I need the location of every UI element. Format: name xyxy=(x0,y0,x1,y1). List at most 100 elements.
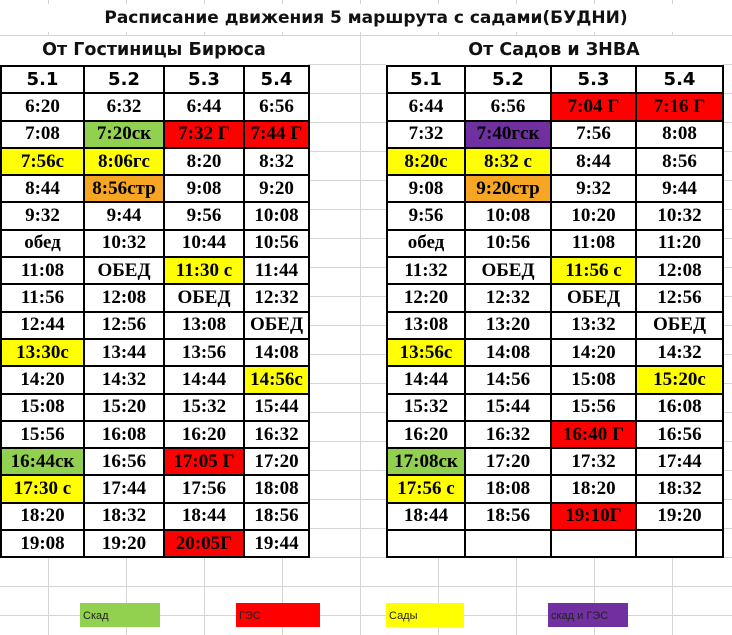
departure-time-cell: 7:32 Г xyxy=(163,119,245,149)
departure-time-cell: 16:32 xyxy=(464,419,552,450)
departure-time-cell: 7:04 Г xyxy=(550,92,637,122)
table-row: 11:56 12:08 ОБЕД 12:32 xyxy=(0,283,310,313)
departure-time-cell: 8:20с xyxy=(386,146,466,177)
departure-time-cell: 16:32 xyxy=(243,419,310,450)
table-row: 17:56 с 18:08 18:20 18:32 xyxy=(386,474,724,504)
departure-time-cell: 11:08 xyxy=(550,228,637,259)
departure-time-cell: 16:20 xyxy=(386,419,466,450)
departure-time-cell: 12:56 xyxy=(83,310,165,340)
departure-time-cell: 19:20 xyxy=(83,529,165,559)
departure-time-cell: 14:20 xyxy=(0,365,85,395)
table-row: 19:08 19:20 20:05Г 19:44 xyxy=(0,529,310,559)
departure-time-cell: 17:56 xyxy=(163,474,245,504)
departure-time-cell: 6:44 xyxy=(163,92,245,122)
departure-time-cell: 9:08 xyxy=(386,174,466,204)
table-row: 12:20 12:32 ОБЕД 12:56 xyxy=(386,283,724,313)
departure-time-cell: 15:44 xyxy=(464,392,552,422)
departure-time-cell: 9:20 xyxy=(243,174,310,204)
departure-time-cell: 11:08 xyxy=(0,256,85,286)
departure-time-cell xyxy=(386,529,466,559)
departure-time-cell: 10:56 xyxy=(243,228,310,259)
departure-time-cell: 9:44 xyxy=(635,174,724,204)
legend-label: Скад xyxy=(83,610,109,622)
table-row: 8:20с 8:32 с 8:44 8:56 xyxy=(386,146,724,177)
departure-time-cell: 15:44 xyxy=(243,392,310,422)
departure-time-cell: 7:32 xyxy=(386,119,466,149)
table-row: 16:20 16:32 16:40 Г 16:56 xyxy=(386,419,724,450)
departure-time-cell: 15:20с xyxy=(635,365,724,395)
departure-time-cell: 17:44 xyxy=(83,474,165,504)
departure-time-cell: 16:20 xyxy=(163,419,245,450)
departure-time-cell: обед xyxy=(0,228,85,259)
departure-time-cell: 8:06гс xyxy=(83,146,165,177)
departure-time-cell: 14:32 xyxy=(635,337,724,368)
departure-time-cell: ОБЕД xyxy=(464,256,552,286)
departure-time-cell: 12:56 xyxy=(635,283,724,313)
departure-time-cell: 18:20 xyxy=(550,474,637,504)
departure-time-cell: 12:08 xyxy=(635,256,724,286)
header-row: 5.1 5.2 5.3 5.4 xyxy=(386,64,724,95)
departure-time-cell: 12:44 xyxy=(0,310,85,340)
departure-time-cell: 6:56 xyxy=(464,92,552,122)
departure-time-cell: 18:44 xyxy=(386,501,466,532)
departure-time-cell: 8:32 с xyxy=(464,146,552,177)
departure-time-cell: 10:20 xyxy=(550,201,637,231)
left-table-heading: От Гостиницы Бирюса xyxy=(0,36,308,65)
departure-time-cell: 15:08 xyxy=(550,365,637,395)
table-row: 9:08 9:20стр 9:32 9:44 xyxy=(386,174,724,204)
departure-time-cell: 13:30с xyxy=(0,337,85,368)
table-row: 7:56с 8:06гс 8:20 8:32 xyxy=(0,146,310,177)
legend-skad-ges: скад и ГЭС xyxy=(548,603,628,627)
departure-time-cell: 6:20 xyxy=(0,92,85,122)
departure-time-cell: 17:44 xyxy=(635,447,724,477)
table-row: 13:56с 14:08 14:20 14:32 xyxy=(386,337,724,368)
table-row: 15:56 16:08 16:20 16:32 xyxy=(0,419,310,450)
departure-time-cell: 8:08 xyxy=(635,119,724,149)
departure-time-cell: ОБЕД xyxy=(83,256,165,286)
table-row: 7:08 7:20ск 7:32 Г 7:44 Г xyxy=(0,119,310,149)
schedule-table-right: 5.1 5.2 5.3 5.4 6:44 6:56 7:04 Г 7:16 Г 7:32 7:40… xyxy=(386,64,724,559)
departure-time-cell: 15:32 xyxy=(386,392,466,422)
table-row: обед 10:56 11:08 11:20 xyxy=(386,228,724,259)
legend-label: Сады xyxy=(389,610,418,622)
departure-time-cell: 9:56 xyxy=(163,201,245,231)
departure-time-cell: 9:56 xyxy=(386,201,466,231)
right-table-heading: От Садов и ЗНВА xyxy=(386,36,722,65)
departure-time-cell: ОБЕД xyxy=(163,283,245,313)
table-row xyxy=(386,529,724,559)
route-column-header: 5.1 xyxy=(0,64,85,95)
departure-time-cell: 10:08 xyxy=(243,201,310,231)
legend-ges: ГЭС xyxy=(236,603,320,627)
departure-time-cell: 13:32 xyxy=(550,310,637,340)
departure-time-cell: 14:44 xyxy=(163,365,245,395)
departure-time-cell: 10:44 xyxy=(163,228,245,259)
table-row: 9:56 10:08 10:20 10:32 xyxy=(386,201,724,231)
departure-time-cell: 16:40 Г xyxy=(550,419,637,450)
table-row: 7:32 7:40гск 7:56 8:08 xyxy=(386,119,724,149)
departure-time-cell: ОБЕД xyxy=(243,310,310,340)
route-column-header: 5.3 xyxy=(550,64,637,95)
table-row: 15:08 15:20 15:32 15:44 xyxy=(0,392,310,422)
legend-skad: Скад xyxy=(80,603,160,627)
departure-time-cell: 10:56 xyxy=(464,228,552,259)
departure-time-cell: 19:20 xyxy=(635,501,724,532)
departure-time-cell: 14:08 xyxy=(464,337,552,368)
departure-time-cell: 8:20 xyxy=(163,146,245,177)
table-row: 14:44 14:56 15:08 15:20с xyxy=(386,365,724,395)
departure-time-cell: 20:05Г xyxy=(163,529,245,559)
departure-time-cell: 14:56с xyxy=(243,365,310,395)
departure-time-cell: 14:32 xyxy=(83,365,165,395)
route-column-header: 5.4 xyxy=(243,64,310,95)
departure-time-cell: 15:20 xyxy=(83,392,165,422)
departure-time-cell: 18:08 xyxy=(464,474,552,504)
route-column-header: 5.3 xyxy=(163,64,245,95)
legend-sady: Сады xyxy=(386,603,464,627)
departure-time-cell: 16:08 xyxy=(635,392,724,422)
departure-time-cell: 14:20 xyxy=(550,337,637,368)
table-row: 14:20 14:32 14:44 14:56с xyxy=(0,365,310,395)
departure-time-cell: 15:56 xyxy=(550,392,637,422)
departure-time-cell xyxy=(550,529,637,559)
table-row: 8:44 8:56стр 9:08 9:20 xyxy=(0,174,310,204)
table-row: 11:08 ОБЕД 11:30 с 11:44 xyxy=(0,256,310,286)
departure-time-cell: 6:44 xyxy=(386,92,466,122)
